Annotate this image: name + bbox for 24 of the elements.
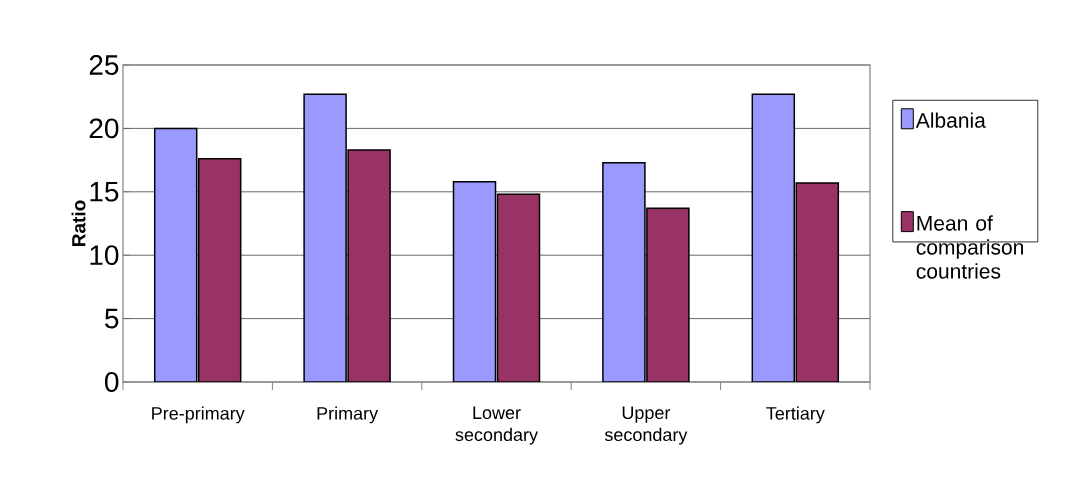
bar: [153, 127, 198, 382]
bar: [751, 93, 796, 382]
bar: [496, 193, 541, 382]
bar: [602, 161, 646, 382]
x-tick-label: Tertiary: [766, 406, 825, 424]
y-axis-title: Ratio: [71, 200, 86, 246]
x-tick-label: Pre-primary: [152, 406, 245, 424]
bar: [646, 207, 690, 382]
bar: [452, 180, 497, 382]
bar: [347, 149, 391, 382]
bar: [303, 93, 347, 382]
x-tick-label: Lower secondary: [455, 406, 538, 445]
y-tick-label: 5: [105, 308, 119, 329]
x-tick-label: Upper secondary: [604, 406, 688, 445]
y-tick-label: 20: [89, 118, 119, 139]
legend-label: Albania: [915, 112, 986, 128]
x-tick-label: Primary: [317, 406, 379, 424]
y-tick-label: 10: [90, 245, 119, 266]
y-tick-label: 0: [105, 372, 119, 392]
legend-label: Mean of comparison countries: [916, 215, 1023, 279]
y-tick-label: 15: [90, 182, 119, 202]
bar: [795, 182, 840, 382]
bar: [197, 158, 242, 382]
y-tick-label: 25: [89, 55, 119, 75]
